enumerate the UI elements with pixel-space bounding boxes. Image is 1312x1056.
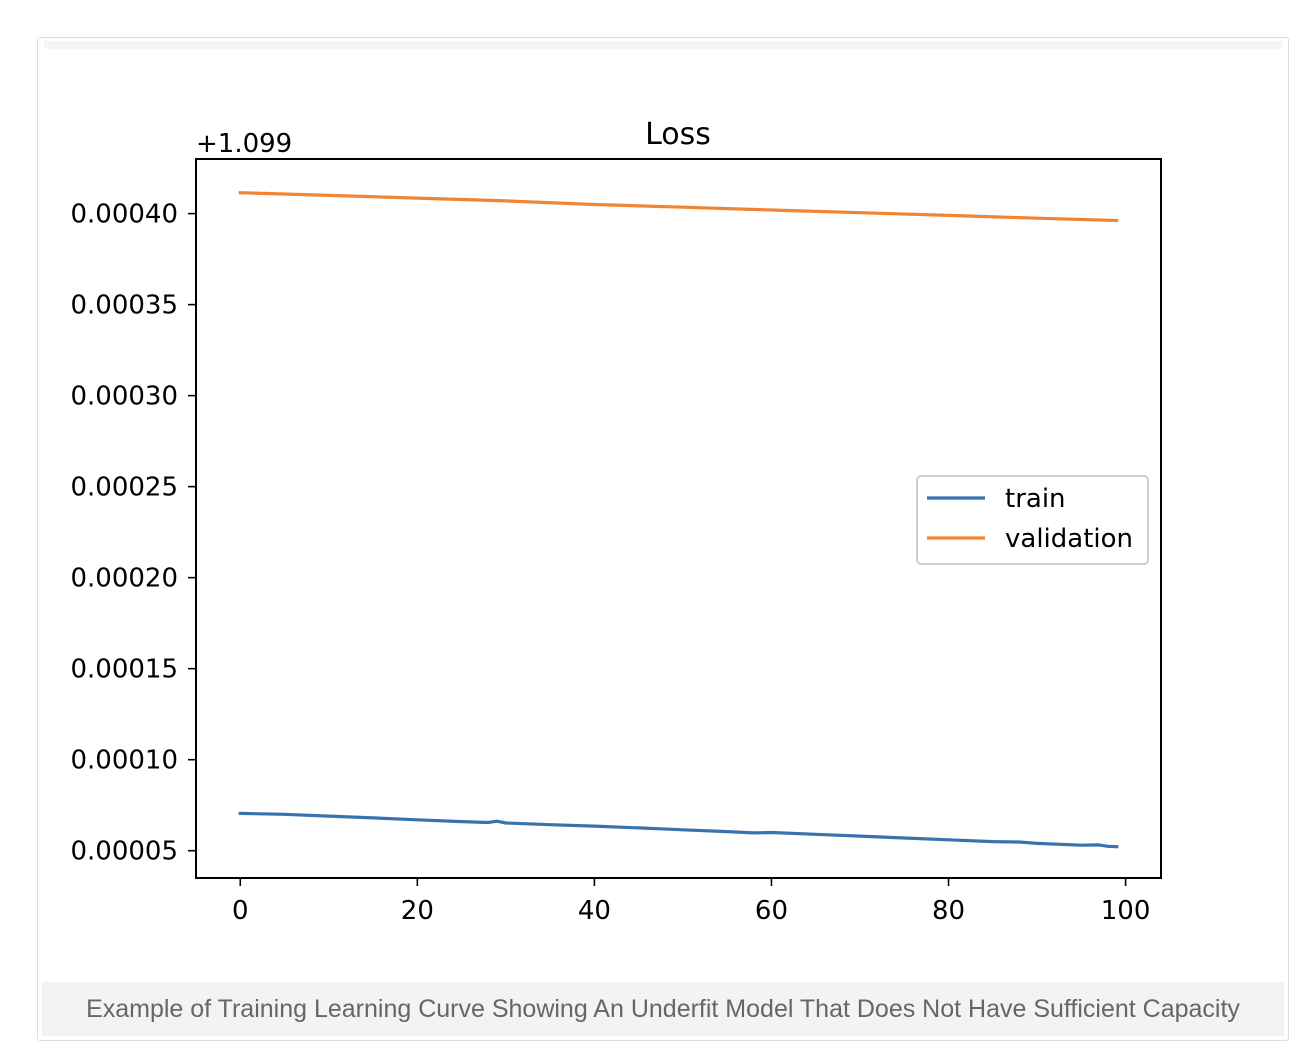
frame-top-strip: [44, 41, 1282, 49]
figure-caption: Example of Training Learning Curve Showi…: [86, 994, 1240, 1023]
y-offset-label: +1.099: [196, 129, 292, 159]
y-tick-label: 0.00030: [70, 382, 178, 412]
chart-title: Loss: [645, 117, 711, 152]
y-tick-label: 0.00005: [70, 837, 178, 867]
legend-label-validation: validation: [1005, 524, 1133, 554]
series-line-train: [238, 811, 1119, 849]
x-tick-label: 20: [401, 896, 434, 926]
caption-bar: Example of Training Learning Curve Showi…: [42, 982, 1284, 1036]
y-tick-label: 0.00010: [70, 746, 178, 776]
x-tick-label: 0: [232, 896, 249, 926]
plot-area-border: [195, 158, 1162, 879]
x-axis: 0 20 40 60 80 100: [232, 878, 1150, 926]
x-tick-label: 40: [578, 896, 611, 926]
y-tick-label: 0.00040: [70, 200, 178, 230]
legend-label-train: train: [1005, 484, 1066, 514]
x-tick-label: 80: [932, 896, 965, 926]
series-layer: [238, 191, 1119, 849]
y-tick-label: 0.00035: [70, 291, 178, 321]
y-tick-label: 0.00020: [70, 564, 178, 594]
y-axis: 0.00005 0.00010 0.00015 0.00020 0.00025 0.000…: [70, 200, 196, 867]
y-tick-label: 0.00025: [70, 473, 178, 503]
x-tick-label: 60: [755, 896, 788, 926]
x-tick-label: 100: [1101, 896, 1151, 926]
legend: train validation: [916, 475, 1149, 565]
series-line-validation: [238, 191, 1119, 223]
y-tick-label: 0.00015: [70, 655, 178, 685]
